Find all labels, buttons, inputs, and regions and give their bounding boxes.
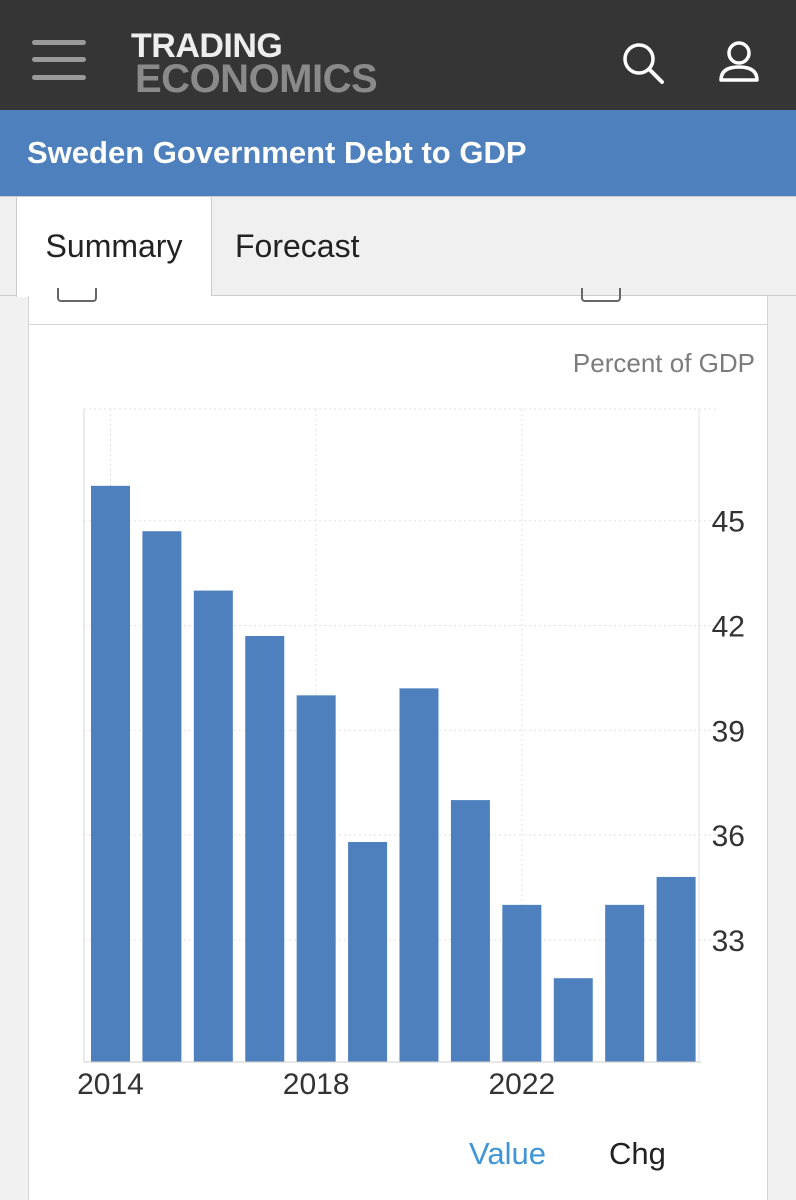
logo-line-economics: ECONOMICS xyxy=(135,57,378,101)
y-tick-label: 45 xyxy=(712,506,745,539)
unit-label: Percent of GDP xyxy=(572,348,755,378)
hamburger-menu-icon[interactable] xyxy=(32,38,86,82)
user-icon[interactable] xyxy=(716,40,762,86)
bar xyxy=(348,842,388,1062)
search-icon[interactable] xyxy=(620,40,666,86)
bar xyxy=(296,695,336,1062)
y-tick-label: 42 xyxy=(712,611,745,644)
checkbox-icon[interactable] xyxy=(57,288,97,302)
x-tick-label: 2018 xyxy=(283,1068,350,1101)
page-title-bar: Sweden Government Debt to GDP xyxy=(0,110,796,196)
top-navigation-bar: TRADING ECONOMICS xyxy=(0,0,796,110)
bar-chart: 33 36 39 42 45 2014 2018 2022 xyxy=(77,408,745,1101)
x-tick-label: 2022 xyxy=(488,1068,555,1101)
bar xyxy=(91,485,130,1062)
bar xyxy=(245,635,285,1062)
y-tick-label: 36 xyxy=(712,820,745,853)
bar xyxy=(142,531,182,1062)
page-title: Sweden Government Debt to GDP xyxy=(27,135,527,170)
bar xyxy=(605,904,645,1062)
chart-card: Percent of GDP 33 36 39 42 45 2014 2018 2022 Va… xyxy=(28,288,768,1200)
logo-line-trading: TRADING xyxy=(131,27,283,65)
y-tick-label: 39 xyxy=(712,715,745,748)
y-tick-label: 33 xyxy=(712,925,745,958)
tab-bar: Summary Forecast xyxy=(0,196,796,297)
tab-summary[interactable]: Summary xyxy=(16,197,212,297)
legend-chg-toggle[interactable]: Chg xyxy=(609,1136,666,1171)
divider xyxy=(29,324,767,325)
x-tick-label: 2014 xyxy=(77,1068,144,1101)
bar xyxy=(502,904,542,1062)
legend-value-toggle[interactable]: Value xyxy=(469,1136,546,1171)
trading-economics-logo[interactable]: TRADING ECONOMICS xyxy=(131,27,401,101)
checkbox-icon[interactable] xyxy=(581,288,621,302)
bar xyxy=(553,978,593,1062)
bar xyxy=(450,800,490,1062)
tab-forecast[interactable]: Forecast xyxy=(235,228,360,264)
bar xyxy=(193,590,233,1062)
bar xyxy=(656,876,696,1062)
bar xyxy=(399,688,439,1062)
